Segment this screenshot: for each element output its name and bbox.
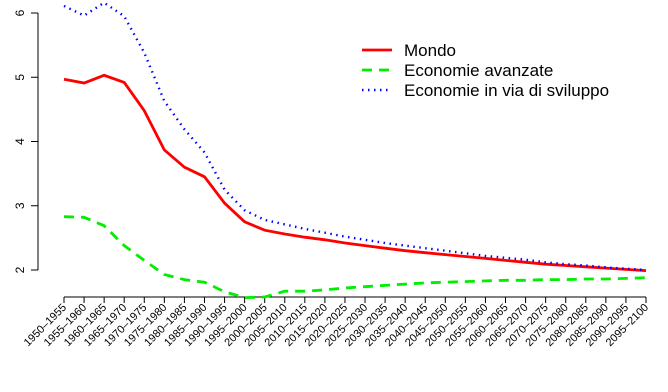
y-tick-label: 2: [13, 266, 27, 273]
y-tick-label: 4: [13, 138, 27, 145]
series-line-mondo: [64, 75, 646, 270]
legend-label: Mondo: [404, 41, 456, 60]
legend-label: Economie avanzate: [404, 61, 553, 80]
series-line-economie-in-via-di-sviluppo: [64, 3, 646, 270]
y-tick-label: 3: [13, 202, 27, 209]
y-axis: 2 3 4 5 6: [13, 9, 38, 273]
series-line-economie-avanzate: [64, 217, 646, 298]
y-tick-label: 6: [13, 9, 27, 16]
legend-label: Economie in via di sviluppo: [404, 81, 609, 100]
x-axis: 1950–19551955–19601960–19651965–19701970…: [22, 297, 651, 349]
series-lines: [64, 3, 646, 298]
y-tick-label: 5: [13, 74, 27, 81]
